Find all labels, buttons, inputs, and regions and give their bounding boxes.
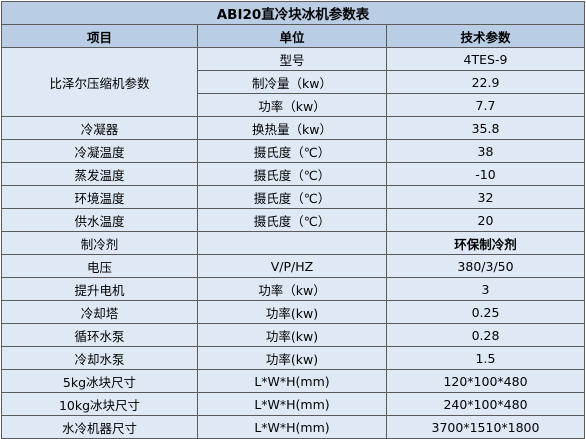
cell-item: 循环水泵 [1,323,198,347]
table-row: 冷却水泵 功率(kw) 1.5 [1,346,585,370]
table-row: 制冷剂 环保制冷剂 [1,231,585,255]
cell-value: 环保制冷剂 [386,231,585,255]
cell-unit: 功率(kw) [197,346,387,370]
cell-value: 32 [386,185,585,209]
table-row: 10kg冰块尺寸 L*W*H(mm) 240*100*480 [1,392,585,416]
cell-value: 22.9 [386,70,585,94]
cell-item: 冷凝温度 [1,139,198,163]
table-title: ABI20直冷块冰机参数表 [1,1,585,25]
cell-value: 3700*1510*1800 [386,415,585,439]
cell-item: 电压 [1,254,198,278]
header-unit: 单位 [197,24,387,48]
cell-value: 380/3/50 [386,254,585,278]
cell-unit: 摄氏度（℃） [197,208,387,232]
cell-item: 环境温度 [1,185,198,209]
table-row: 水冷机器尺寸 L*W*H(mm) 3700*1510*1800 [1,415,585,439]
cell-item: 水冷机器尺寸 [1,415,198,439]
cell-unit: L*W*H(mm) [197,415,387,439]
table-header-row: 项目 单位 技术参数 [1,24,585,48]
cell-item: 冷凝器 [1,116,198,140]
cell-unit: 摄氏度（℃） [197,185,387,209]
cell-value: 4TES-9 [386,47,585,71]
cell-item: 提升电机 [1,277,198,301]
cell-item: 冷却塔 [1,300,198,324]
cell-item: 供水温度 [1,208,198,232]
cell-unit: L*W*H(mm) [197,369,387,393]
table-row: 蒸发温度 摄氏度（℃） -10 [1,162,585,186]
cell-value: 120*100*480 [386,369,585,393]
cell-value: 35.8 [386,116,585,140]
table-row: 环境温度 摄氏度（℃） 32 [1,185,585,209]
table-row: 冷却塔 功率(kw) 0.25 [1,300,585,324]
cell-unit: 功率(kw) [197,300,387,324]
cell-value: -10 [386,162,585,186]
cell-value: 0.25 [386,300,585,324]
table-row: 电压 V/P/HZ 380/3/50 [1,254,585,278]
cell-unit [197,231,387,255]
cell-unit: 摄氏度（℃） [197,139,387,163]
table-row: 比泽尔压缩机参数 型号 4TES-9 [1,47,585,117]
cell-unit: 功率（kw） [197,277,387,301]
cell-item: 5kg冰块尺寸 [1,369,198,393]
table-row: 冷凝器 换热量（kw） 35.8 [1,116,585,140]
table-row: 提升电机 功率（kw） 3 [1,277,585,301]
cell-value: 7.7 [386,93,585,117]
cell-item: 10kg冰块尺寸 [1,392,198,416]
table-title-row: ABI20直冷块冰机参数表 [1,1,585,25]
cell-unit: 制冷量（kw） [197,70,387,94]
cell-unit: 功率（kw） [197,93,387,117]
cell-unit: L*W*H(mm) [197,392,387,416]
table-row: 供水温度 摄氏度（℃） 20 [1,208,585,232]
table-row: 循环水泵 功率(kw) 0.28 [1,323,585,347]
cell-unit: V/P/HZ [197,254,387,278]
cell-unit: 功率(kw) [197,323,387,347]
cell-unit: 型号 [197,47,387,71]
table-row: 功率（kw） 7.7 [2,93,585,117]
cell-item: 蒸发温度 [1,162,198,186]
cell-value: 0.28 [386,323,585,347]
table-row: 冷凝温度 摄氏度（℃） 38 [1,139,585,163]
table-row: 5kg冰块尺寸 L*W*H(mm) 120*100*480 [1,369,585,393]
cell-value: 1.5 [386,346,585,370]
cell-item: 制冷剂 [1,231,198,255]
cell-unit: 换热量（kw） [197,116,387,140]
cell-value: 20 [386,208,585,232]
header-value: 技术参数 [386,24,585,48]
cell-value: 240*100*480 [386,392,585,416]
header-item: 项目 [1,24,198,48]
cell-value: 38 [386,139,585,163]
cell-value: 3 [386,277,585,301]
compressor-group-label: 比泽尔压缩机参数 [1,47,198,117]
cell-unit: 摄氏度（℃） [197,162,387,186]
cell-item: 冷却水泵 [1,346,198,370]
